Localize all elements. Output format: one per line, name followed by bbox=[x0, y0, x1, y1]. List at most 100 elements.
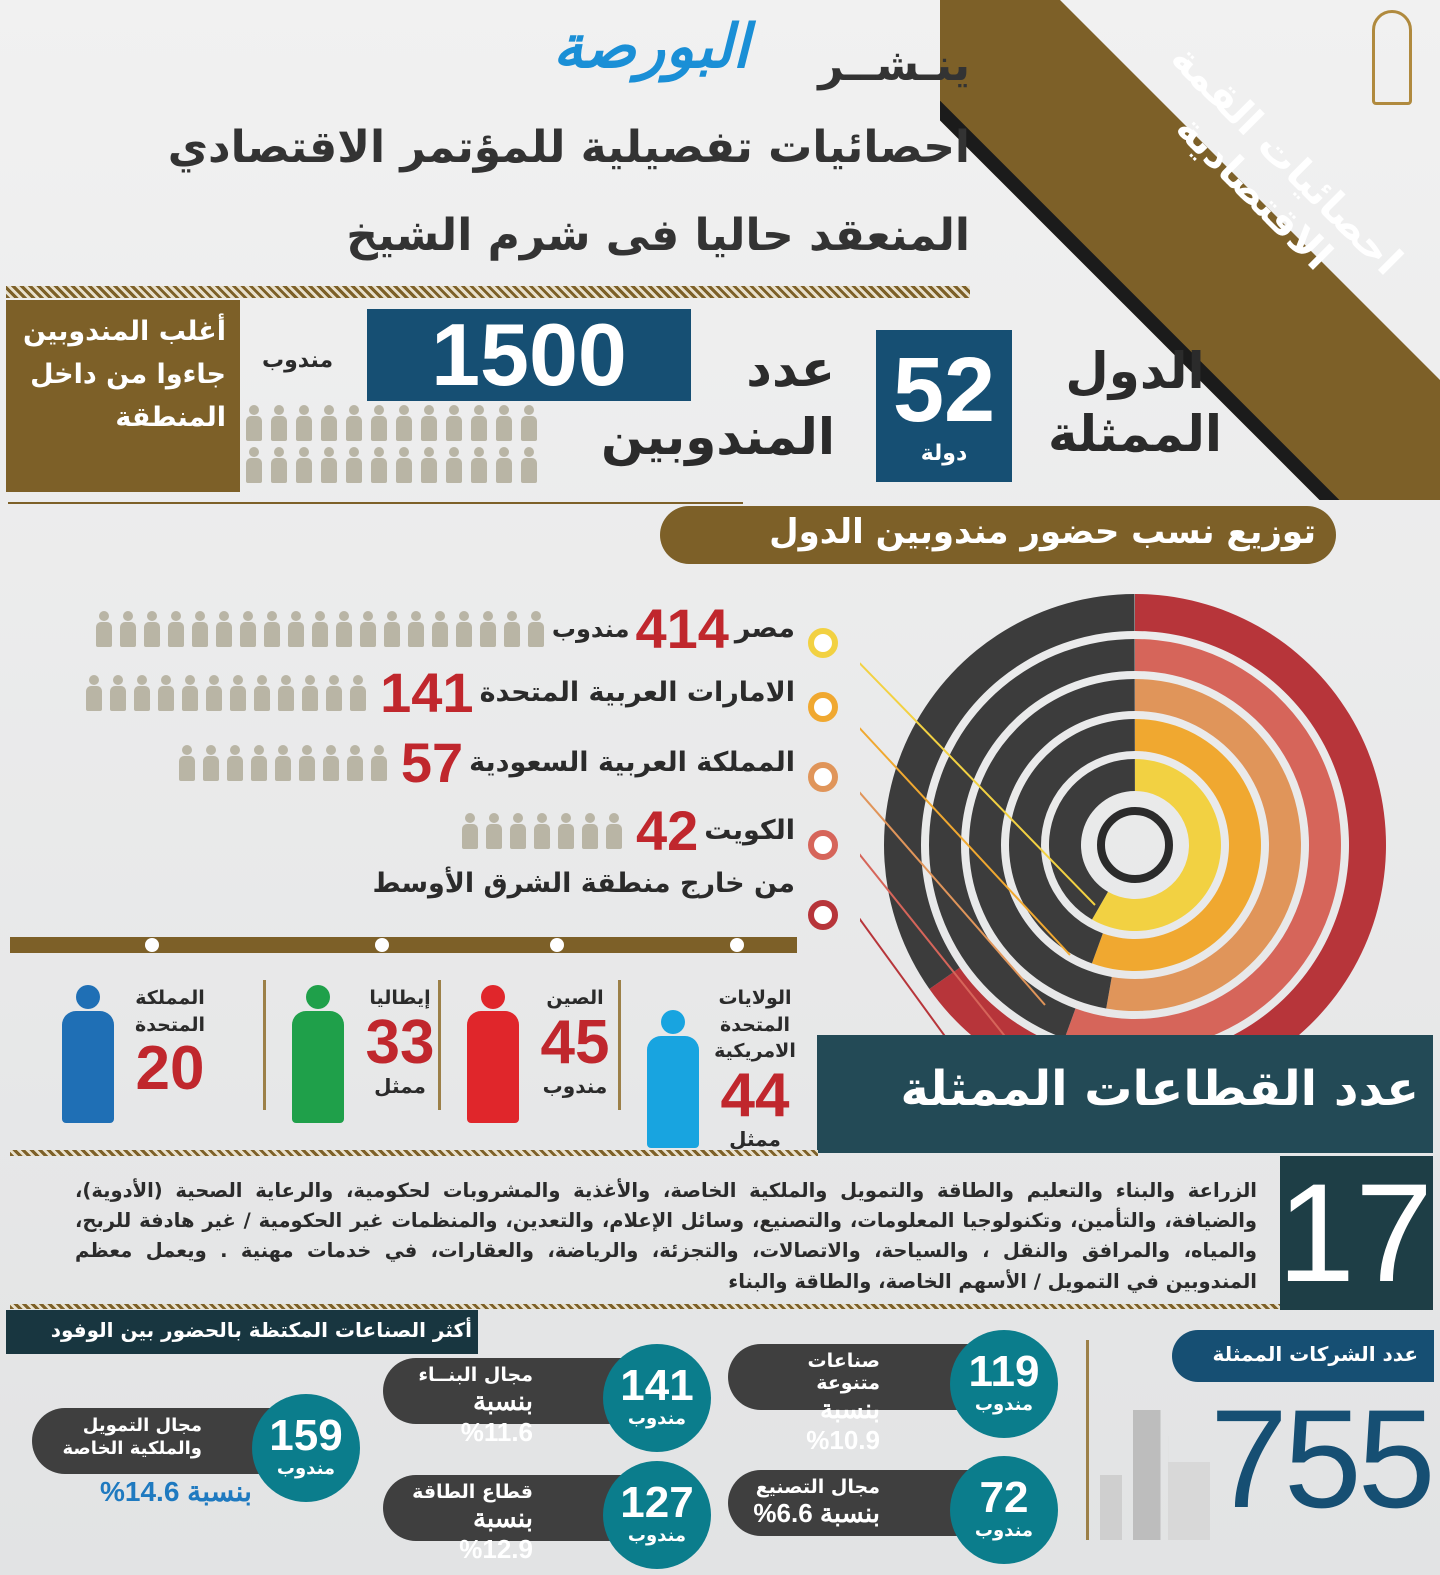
country-row: الكويت 42 bbox=[460, 798, 795, 863]
people-icons bbox=[244, 405, 544, 483]
person-figure-icon bbox=[290, 985, 346, 1125]
person-icon bbox=[324, 674, 344, 711]
international-item: إيطاليا 33 ممثل bbox=[345, 985, 455, 1098]
person-icon bbox=[132, 674, 152, 711]
country-row: الامارات العربية المتحدة 141 bbox=[84, 660, 795, 725]
person-icon bbox=[394, 405, 414, 441]
person-icon bbox=[94, 610, 114, 647]
person-icon bbox=[244, 405, 264, 441]
person-icon bbox=[180, 674, 200, 711]
country-value: 42 bbox=[635, 799, 699, 862]
delegates-value: 1500 bbox=[431, 305, 627, 404]
person-icon bbox=[156, 674, 176, 711]
person-icon bbox=[519, 447, 539, 483]
person-icon bbox=[344, 447, 364, 483]
companies-value: 755 bbox=[1210, 1380, 1436, 1537]
person-icon bbox=[419, 447, 439, 483]
person-icon bbox=[262, 610, 282, 647]
person-icon bbox=[204, 674, 224, 711]
ring-segment bbox=[1106, 679, 1301, 1011]
publishes-label: ينـشــر bbox=[818, 40, 970, 91]
industry-name: مجال التمويل والملكية الخاصة bbox=[62, 1415, 203, 1460]
delegates-unit: مندوب bbox=[262, 348, 334, 373]
person-icon bbox=[469, 405, 489, 441]
people-icons bbox=[94, 610, 546, 647]
intl-unit: ممثل bbox=[374, 1073, 426, 1098]
person-icon bbox=[478, 610, 498, 647]
industry-count: 159 مندوب bbox=[252, 1394, 360, 1502]
industry-value: 72 bbox=[979, 1473, 1029, 1522]
country-row: من خارج منطقة الشرق الأوسط bbox=[355, 868, 795, 899]
country-value: 57 bbox=[400, 731, 464, 794]
person-icon bbox=[321, 744, 341, 781]
legend-dot bbox=[808, 628, 838, 658]
country-name: المملكة العربية السعودية bbox=[469, 747, 795, 778]
buildings-icon bbox=[1100, 1410, 1210, 1540]
timeline-dot bbox=[375, 938, 389, 952]
industry-unit: مندوب bbox=[627, 1408, 687, 1429]
ring-remainder bbox=[884, 594, 1135, 989]
industry-name: مجال التصنيع bbox=[755, 1476, 880, 1498]
industry-count: 72 مندوب bbox=[950, 1456, 1058, 1564]
person-icon bbox=[142, 610, 162, 647]
intl-country: الولايات المتحدة الامريكية bbox=[714, 987, 796, 1063]
people-icons bbox=[177, 744, 389, 781]
intl-country: الصين bbox=[546, 987, 604, 1009]
industry-unit: مندوب bbox=[276, 1458, 336, 1479]
rings-chart bbox=[860, 594, 1386, 1100]
industry-pct: بنسبة 10.9% bbox=[806, 1394, 880, 1455]
industry-value: 119 bbox=[968, 1347, 1040, 1396]
country-unit: مندوب bbox=[551, 614, 630, 643]
industry-count: 141 مندوب bbox=[603, 1344, 711, 1452]
leader-line bbox=[860, 791, 1046, 1006]
person-icon bbox=[238, 610, 258, 647]
divider bbox=[263, 980, 266, 1110]
person-icon bbox=[406, 610, 426, 647]
country-row: مصر 414 مندوب bbox=[94, 596, 795, 661]
divider bbox=[438, 980, 441, 1110]
person-icon bbox=[108, 674, 128, 711]
industry-value: 127 bbox=[620, 1478, 694, 1527]
country-name: الامارات العربية المتحدة bbox=[479, 677, 795, 708]
divider bbox=[6, 286, 970, 298]
industry-name: قطاع الطاقة bbox=[412, 1481, 533, 1503]
people-icons bbox=[84, 674, 368, 711]
leader-line bbox=[860, 727, 1071, 956]
person-figure-icon bbox=[465, 985, 521, 1125]
person-icon bbox=[249, 744, 269, 781]
person-icon bbox=[344, 405, 364, 441]
person-icon bbox=[166, 610, 186, 647]
person-icon bbox=[297, 744, 317, 781]
person-icon bbox=[419, 405, 439, 441]
region-note: أغلب المندوبين جاءوا من داخل المنطقة bbox=[6, 300, 240, 492]
person-figure-icon bbox=[60, 985, 116, 1125]
person-icon bbox=[394, 447, 414, 483]
person-icon bbox=[580, 812, 600, 849]
industry-count: 119 مندوب bbox=[950, 1330, 1058, 1438]
page-title: احصائيات تفصيلية للمؤتمر الاقتصادي bbox=[167, 122, 970, 173]
leader-line bbox=[860, 853, 1021, 1056]
industry-pct: بنسبة 6.6% bbox=[753, 1498, 880, 1528]
country-name: من خارج منطقة الشرق الأوسط bbox=[372, 868, 795, 899]
person-icon bbox=[526, 610, 546, 647]
delegates-box: 1500 bbox=[367, 305, 691, 404]
distribution-title: توزيع نسب حضور مندوبين الدول bbox=[660, 506, 1336, 564]
divider bbox=[10, 1150, 818, 1156]
person-icon bbox=[444, 447, 464, 483]
person-icon bbox=[358, 610, 378, 647]
divider bbox=[8, 502, 743, 504]
person-icon bbox=[294, 405, 314, 441]
person-icon bbox=[273, 744, 293, 781]
industry-count: 127 مندوب bbox=[603, 1461, 711, 1569]
legend-dot bbox=[808, 762, 838, 792]
person-icon bbox=[519, 405, 539, 441]
companies-label: عدد الشركات الممثلة bbox=[1172, 1330, 1434, 1382]
person-icon bbox=[369, 405, 389, 441]
emblem-icon bbox=[1372, 10, 1412, 105]
person-icon bbox=[369, 744, 389, 781]
person-icon bbox=[556, 812, 576, 849]
legend-dot bbox=[808, 692, 838, 722]
person-icon bbox=[494, 447, 514, 483]
countries-label: الدول الممثلة bbox=[1047, 342, 1223, 463]
international-item: الولايات المتحدة الامريكية 44 ممثل bbox=[700, 985, 810, 1151]
